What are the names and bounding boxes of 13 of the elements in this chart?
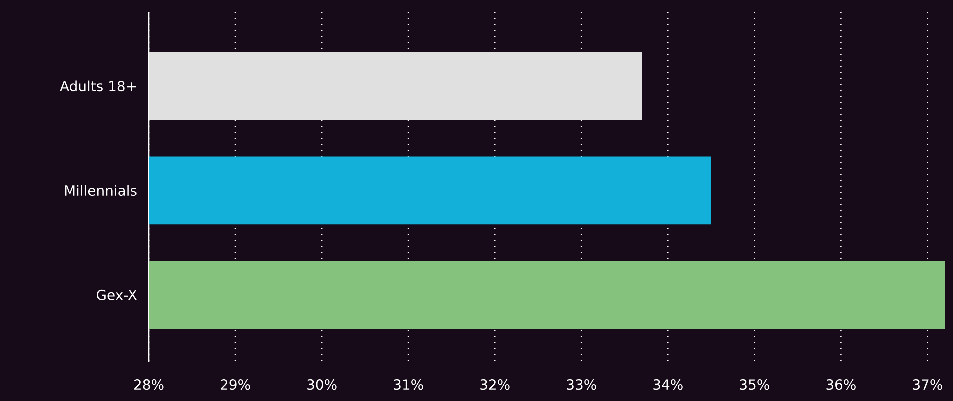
x-tick-label: 36%: [826, 380, 856, 390]
x-tick-label: 35%: [740, 380, 770, 390]
x-tick-label: 28%: [134, 380, 164, 390]
x-tick-label: 33%: [567, 380, 596, 390]
x-tick-label: 30%: [308, 380, 337, 390]
x-tick-label: 34%: [654, 380, 683, 390]
y-tick-label: Adults 18+: [60, 80, 136, 92]
x-tick-label: 32%: [480, 380, 510, 390]
y-tick-label: Gex-X: [96, 290, 138, 300]
x-tick-label: 29%: [221, 380, 250, 390]
y-tick-label: Millennials: [65, 185, 137, 196]
x-tick-label: 37%: [913, 380, 942, 390]
x-tick-label: 31%: [394, 380, 424, 390]
